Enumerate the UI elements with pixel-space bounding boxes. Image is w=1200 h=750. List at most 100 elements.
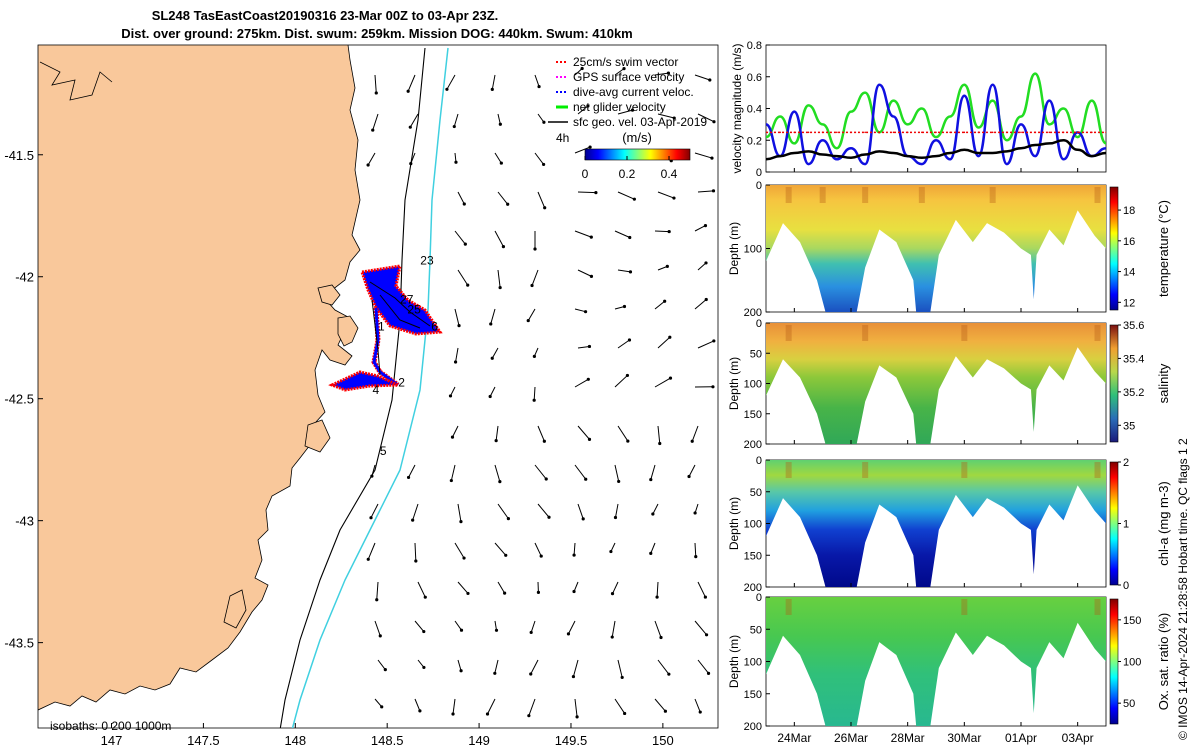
north-coast-islands <box>39 61 113 101</box>
series-point <box>1091 99 1093 102</box>
velocity-arrowhead <box>649 477 653 482</box>
velocity-arrow <box>654 72 669 76</box>
velocity-arrowhead <box>610 592 615 596</box>
series-point <box>921 163 923 165</box>
figure-title-line2: Dist. over ground: 275km. Dist. swum: 25… <box>121 26 633 41</box>
velocity-arrowhead <box>586 377 590 381</box>
velocity-arrowhead <box>581 517 585 521</box>
velocity-arrow <box>697 262 707 271</box>
series-point <box>1105 131 1106 134</box>
velocity-arrowhead <box>423 595 427 599</box>
series-point <box>991 131 994 134</box>
series-point <box>1048 123 1051 126</box>
velocity-arrow <box>614 230 630 238</box>
velocity-arrowhead <box>542 162 546 167</box>
series-point <box>963 131 966 134</box>
velocity-arrowhead <box>457 323 461 328</box>
velocity-arrow <box>694 698 701 713</box>
velocity-arrow <box>568 620 576 635</box>
colorbar-tick-label: 35.4 <box>1123 353 1144 365</box>
legend-label: dive-avg current veloc. <box>573 85 694 99</box>
velocity-arrow <box>617 659 623 678</box>
velocity-arrow <box>697 659 709 674</box>
velocity-arrowhead <box>594 191 598 195</box>
velocity-arrow <box>577 503 584 520</box>
day-label: 25 <box>407 302 421 316</box>
series-point <box>1006 131 1008 134</box>
ytick-label: 150 <box>744 550 762 562</box>
velocity-arrowhead <box>488 394 492 399</box>
day-label: 6 <box>431 319 438 333</box>
series-point <box>892 131 895 134</box>
series-point <box>1048 131 1051 134</box>
velocity-arrow <box>414 542 417 562</box>
velocity-arrow <box>656 581 659 598</box>
ytick-label: 0 <box>756 318 762 330</box>
velocity-arrow <box>454 230 466 245</box>
velocity-arrowhead <box>704 297 708 302</box>
inset-label: 4h <box>556 131 569 145</box>
velocity-arrowhead <box>584 477 588 481</box>
series-point <box>963 148 966 151</box>
map-xtick-label: 147 <box>101 733 123 748</box>
series-point <box>1105 152 1106 154</box>
velocity-arrow <box>490 308 496 325</box>
velocity-arrow <box>657 425 661 444</box>
colorbar-tick-label: 0 <box>1123 580 1129 592</box>
ytick-label: 0 <box>756 455 762 467</box>
map-xtick-label: 150 <box>652 733 674 748</box>
series-point <box>949 152 951 154</box>
series-point <box>1062 107 1065 110</box>
time-tick-label: 03Apr <box>1062 731 1094 745</box>
velocity-arrow <box>530 620 536 633</box>
velocity-arrowhead <box>498 122 502 126</box>
velocity-arrowhead <box>693 511 697 515</box>
series-point <box>807 131 810 134</box>
colorbar <box>1109 324 1119 443</box>
velocity-arrow <box>574 698 578 717</box>
colorbar-tick-label: 35.6 <box>1123 320 1144 332</box>
velocity-arrowhead <box>537 84 541 89</box>
velocity-arrowhead <box>499 161 503 165</box>
velocity-arrow <box>611 620 616 638</box>
velocity-arrowhead <box>411 518 415 522</box>
velocity-arrow <box>374 698 383 708</box>
ytick-label: 50 <box>750 487 762 499</box>
ytick-label: 0.8 <box>747 40 762 52</box>
velocity-arrowhead <box>532 398 536 402</box>
ytick-label: 200 <box>744 721 762 733</box>
velocity-arrow <box>494 542 507 556</box>
velocity-arrow <box>650 464 656 480</box>
velocity-arrowhead <box>370 474 374 478</box>
velocity-arrowhead <box>506 517 510 521</box>
velocity-arrowhead <box>712 339 716 343</box>
series-point <box>963 95 966 97</box>
velocity-arrowhead <box>575 715 579 719</box>
ytick-label: 0 <box>756 167 762 179</box>
series-point <box>1034 131 1036 134</box>
time-tick-label: 28Mar <box>891 731 925 745</box>
map-axes: 147 147.5 148 148.5 149 149.5 150-41.5-42-42.5… <box>4 148 673 748</box>
series-point <box>766 131 767 134</box>
velocity-arrow <box>410 152 416 164</box>
day-label: 27 <box>400 293 414 307</box>
velocity-arrow <box>617 269 631 273</box>
series-point <box>991 152 994 154</box>
series-point <box>878 150 881 153</box>
colorbar-tick-label: 18 <box>1123 205 1135 217</box>
velocity-arrow <box>453 113 459 127</box>
series-point <box>1076 148 1079 151</box>
ytick-label: 100 <box>744 519 762 531</box>
velocity-arrow <box>534 152 545 165</box>
series-point <box>1020 131 1022 134</box>
series-point <box>949 115 951 118</box>
velocity-arrowhead <box>449 478 453 483</box>
velocity-arrowhead <box>704 261 708 265</box>
series-point <box>793 152 796 154</box>
velocity-arrowhead <box>628 270 633 274</box>
velocity-arrow <box>577 105 589 115</box>
velocity-arrowhead <box>658 441 662 446</box>
ytick-label: 200 <box>744 439 762 451</box>
maria-island <box>337 315 359 347</box>
series-point <box>963 83 966 86</box>
